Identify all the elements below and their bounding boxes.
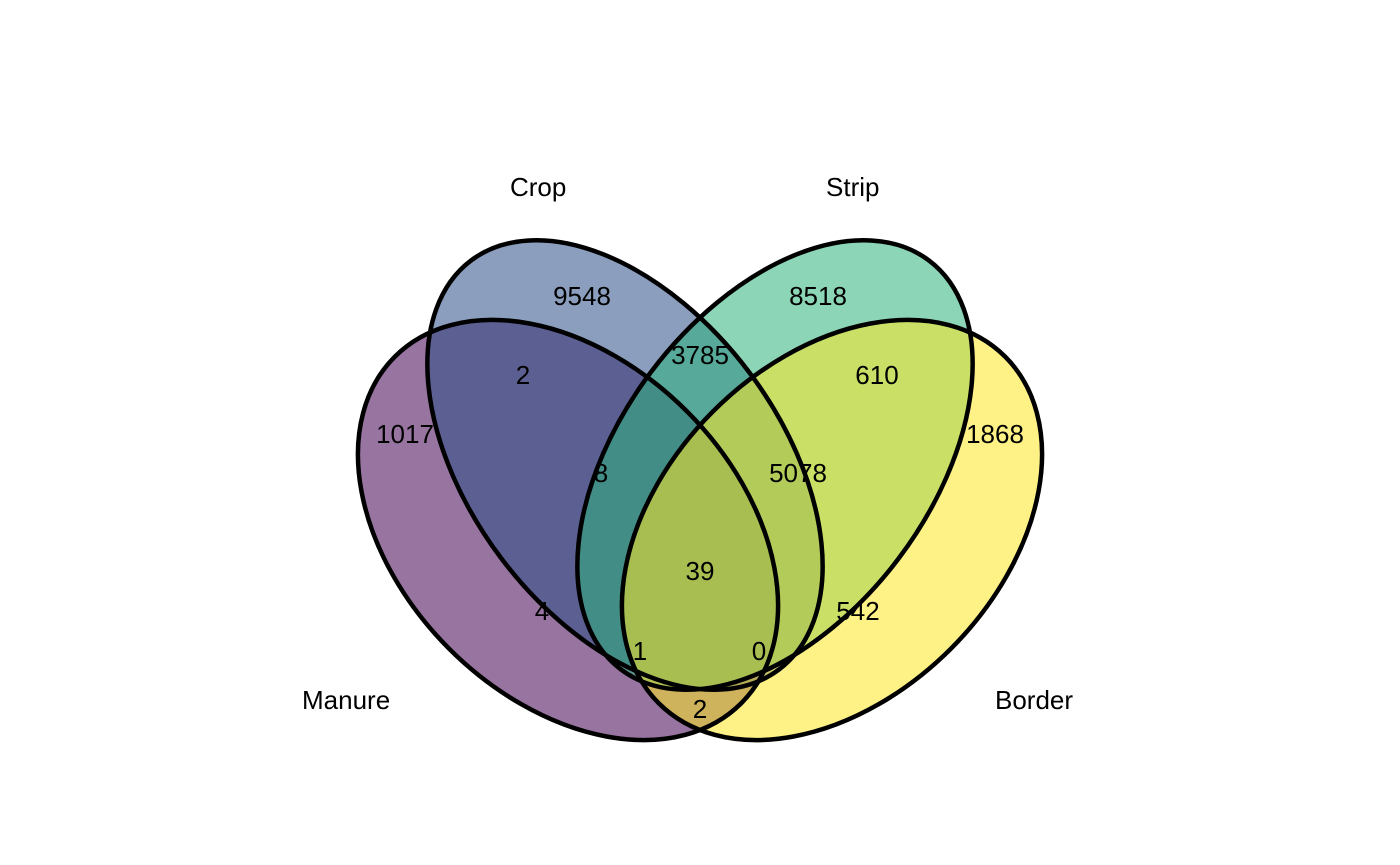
region-manure-strip-border: 1	[633, 636, 647, 666]
region-manure-only: 1017	[376, 419, 434, 449]
region-all-four: 39	[686, 556, 715, 586]
region-manure-border: 2	[693, 694, 707, 724]
region-manure-strip: 4	[535, 596, 549, 626]
set-labels: Crop Strip Manure Border	[302, 172, 1073, 715]
region-counts: 1017 9548 8518 1868 2 3785 610 8 5078 4 …	[376, 281, 1024, 724]
region-crop-only: 9548	[553, 281, 611, 311]
strip-outline	[575, 238, 975, 692]
set-outlines	[355, 238, 1045, 743]
region-strip-only: 8518	[789, 281, 847, 311]
region-manure-crop-border: 0	[752, 636, 766, 666]
crop-outline	[425, 238, 825, 692]
region-manure-crop: 2	[516, 360, 530, 390]
region-border-only: 1868	[966, 419, 1024, 449]
set-fills	[357, 240, 1043, 741]
region-crop-border: 542	[836, 596, 879, 626]
region-manure-crop-strip: 8	[594, 458, 608, 488]
border-outline	[619, 317, 1045, 743]
crop-set-label: Crop	[510, 172, 566, 202]
border-set-label: Border	[995, 685, 1073, 715]
manure-set-label: Manure	[302, 685, 390, 715]
region-crop-strip: 3785	[671, 340, 729, 370]
region-strip-border: 610	[855, 360, 898, 390]
region-crop-strip-border: 5078	[769, 458, 827, 488]
strip-set-label: Strip	[826, 172, 879, 202]
border-ellipse	[621, 319, 1043, 741]
